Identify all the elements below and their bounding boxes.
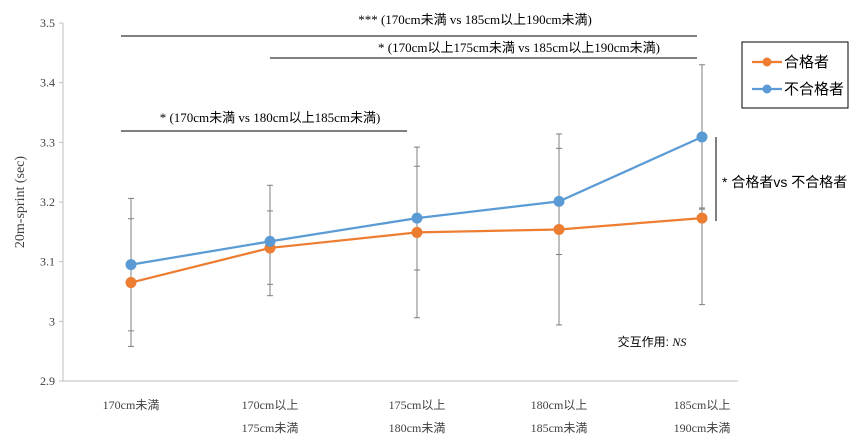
interaction-value: NS bbox=[671, 335, 686, 349]
x-tick-label: 180cm未満 bbox=[389, 421, 446, 435]
interaction-label: 交互作用: bbox=[618, 334, 673, 349]
x-tick-label: 175cm以上 bbox=[389, 398, 446, 412]
x-tick-label: 180cm以上 bbox=[531, 398, 588, 412]
data-point bbox=[411, 212, 423, 224]
y-tick-label: 3.1 bbox=[40, 255, 55, 269]
data-point bbox=[125, 259, 137, 271]
data-point bbox=[553, 223, 565, 235]
data-point bbox=[696, 131, 708, 143]
axes: 2.9 3 3.1 3.2 3.3 3.4 3.5 20m-sprint (sec) 170cm… bbox=[13, 16, 738, 435]
data-point bbox=[411, 226, 423, 238]
legend-label: 合格者 bbox=[784, 54, 829, 71]
series-layer bbox=[125, 64, 708, 347]
data-point bbox=[696, 212, 708, 224]
legend-label: 不合格者 bbox=[784, 81, 844, 98]
y-tick-label: 3.3 bbox=[40, 135, 55, 149]
y-tick-label: 3 bbox=[49, 314, 55, 328]
legend-box bbox=[741, 41, 849, 109]
interaction-note: 交互作用: NS bbox=[618, 334, 687, 349]
group-sig-label: * 合格者vs 不合格者 bbox=[722, 174, 847, 190]
legend-marker bbox=[762, 84, 772, 94]
bracket-top-label: *** (170cm未満 vs 185cm以上190cm未満) bbox=[358, 12, 592, 27]
data-point bbox=[264, 235, 276, 247]
bracket-mid-label: * (170cm以上175cm未満 vs 185cm以上190cm未満) bbox=[378, 40, 660, 55]
y-tick-label: 3.4 bbox=[40, 76, 55, 90]
x-tick-label: 185cm以上 bbox=[674, 398, 731, 412]
x-tick-label: 190cm未満 bbox=[674, 421, 731, 435]
data-point bbox=[125, 277, 137, 289]
y-tick-label: 3.5 bbox=[40, 16, 55, 30]
legend-marker bbox=[762, 57, 772, 67]
y-tick-label: 3.2 bbox=[40, 195, 55, 209]
y-tick-label: 2.9 bbox=[40, 374, 55, 388]
y-axis-label: 20m-sprint (sec) bbox=[13, 156, 28, 248]
x-tick-label: 175cm未満 bbox=[242, 421, 299, 435]
x-tick-label: 185cm未満 bbox=[531, 421, 588, 435]
bracket-low-label: * (170cm未満 vs 180cm以上185cm未満) bbox=[160, 110, 381, 125]
series-line-group-2 bbox=[125, 131, 708, 271]
data-point bbox=[553, 195, 565, 207]
x-tick-label: 170cm以上 bbox=[242, 398, 299, 412]
annotations: *** (170cm未満 vs 185cm以上190cm未満) * (170cm以… bbox=[121, 12, 847, 349]
x-tick-label: 170cm未満 bbox=[103, 398, 160, 412]
